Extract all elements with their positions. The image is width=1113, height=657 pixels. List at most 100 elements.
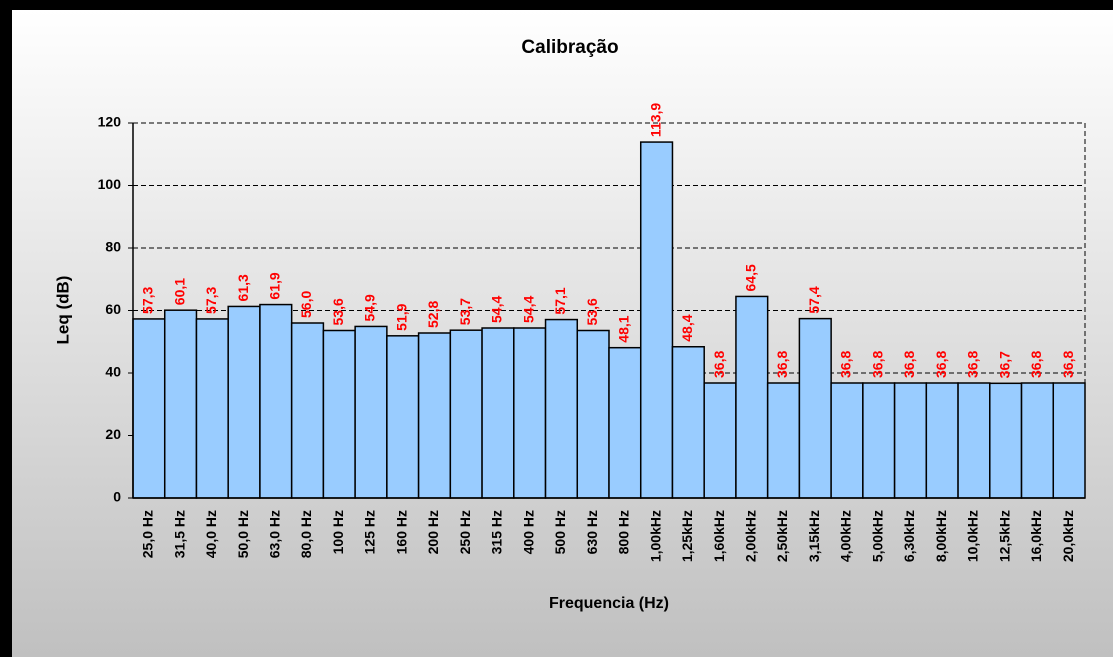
x-tick-label: 800 Hz — [616, 510, 632, 554]
data-label: 57,4 — [806, 286, 822, 313]
data-label: 64,5 — [743, 264, 759, 291]
y-axis-label: Leq (dB) — [53, 276, 72, 345]
data-label: 36,8 — [1060, 351, 1076, 378]
data-label: 36,8 — [965, 351, 981, 378]
bar — [195, 318, 229, 499]
data-label: 36,8 — [711, 351, 727, 378]
x-tick-label: 8,00kHz — [933, 510, 949, 562]
data-label: 61,3 — [235, 274, 251, 301]
data-label: 53,6 — [330, 298, 346, 325]
data-label: 48,1 — [616, 315, 632, 342]
data-label: 36,8 — [933, 351, 949, 378]
x-tick-label: 50,0 Hz — [235, 510, 251, 558]
data-label: 60,1 — [171, 278, 187, 305]
bar — [544, 318, 579, 499]
x-tick-label: 5,00kHz — [869, 510, 885, 562]
data-label: 57,3 — [203, 286, 219, 313]
bar — [671, 346, 705, 499]
y-tick-label: 80 — [105, 239, 121, 255]
bar — [576, 329, 610, 499]
data-label: 36,8 — [1028, 351, 1044, 378]
data-label: 113,9 — [647, 103, 663, 137]
bar — [417, 332, 452, 499]
data-label: 36,7 — [996, 351, 1012, 378]
bar — [227, 305, 261, 499]
data-label: 36,8 — [869, 351, 885, 378]
x-tick-label: 63,0 Hz — [267, 510, 283, 558]
data-label: 48,4 — [679, 314, 695, 341]
bar — [449, 329, 483, 499]
bar — [608, 346, 642, 499]
data-label: 36,8 — [838, 351, 854, 378]
y-tick-label: 0 — [113, 489, 121, 505]
bar — [798, 317, 832, 499]
bar — [862, 382, 896, 499]
x-tick-label: 10,0kHz — [965, 510, 981, 562]
x-tick-label: 125 Hz — [362, 510, 378, 554]
bar — [989, 382, 1023, 499]
x-axis-label: Frequencia (Hz) — [549, 595, 669, 612]
x-tick-label: 2,00kHz — [743, 510, 759, 562]
x-tick-label: 400 Hz — [520, 510, 536, 554]
bar — [132, 318, 166, 499]
bar — [957, 382, 991, 499]
x-tick-label: 100 Hz — [330, 510, 346, 554]
bar — [1052, 382, 1086, 499]
y-tick-label: 120 — [98, 114, 122, 130]
x-tick-label: 4,00kHz — [838, 510, 854, 562]
data-label: 54,4 — [520, 296, 536, 323]
data-label: 36,8 — [901, 351, 917, 378]
bar — [766, 382, 801, 499]
bar — [386, 335, 420, 499]
bar — [735, 295, 769, 499]
x-tick-label: 40,0 Hz — [203, 510, 219, 558]
data-label: 53,7 — [457, 298, 473, 325]
bar — [481, 327, 515, 499]
y-tick-label: 40 — [105, 364, 121, 380]
bar — [1020, 382, 1055, 499]
x-tick-label: 1,60kHz — [711, 510, 727, 562]
data-label: 53,6 — [584, 298, 600, 325]
x-tick-label: 20,0kHz — [1060, 510, 1076, 562]
x-tick-label: 500 Hz — [552, 510, 568, 554]
data-label: 57,1 — [552, 287, 568, 314]
bar — [290, 322, 325, 499]
x-tick-label: 25,0 Hz — [140, 510, 156, 558]
x-tick-label: 6,30kHz — [901, 510, 917, 562]
bar — [259, 303, 293, 499]
data-label: 51,9 — [393, 303, 409, 330]
bar — [830, 382, 864, 499]
data-label: 54,9 — [362, 294, 378, 321]
bar — [703, 382, 737, 499]
x-tick-label: 12,5kHz — [996, 510, 1012, 562]
data-label: 36,8 — [774, 351, 790, 378]
x-tick-label: 31,5 Hz — [171, 510, 187, 558]
x-tick-label: 80,0 Hz — [298, 510, 314, 558]
bar — [513, 327, 547, 499]
x-tick-label: 160 Hz — [393, 510, 409, 554]
chart-title: Calibração — [521, 37, 618, 58]
y-tick-label: 20 — [105, 426, 121, 442]
bar — [163, 309, 198, 499]
x-tick-label: 250 Hz — [457, 510, 473, 554]
data-label: 56,0 — [298, 291, 314, 318]
x-tick-label: 200 Hz — [425, 510, 441, 554]
data-label: 52,8 — [425, 301, 441, 328]
bar — [639, 141, 674, 499]
data-label: 61,9 — [267, 272, 283, 299]
x-tick-label: 1,25kHz — [679, 510, 695, 562]
bar — [893, 382, 928, 499]
bar — [925, 382, 959, 499]
x-tick-label: 16,0kHz — [1028, 510, 1044, 562]
data-label: 54,4 — [489, 296, 505, 323]
x-tick-label: 3,15kHz — [806, 510, 822, 562]
data-label: 57,3 — [140, 286, 156, 313]
x-tick-label: 1,00kHz — [647, 510, 663, 562]
y-tick-label: 100 — [98, 176, 122, 192]
y-tick-label: 60 — [105, 301, 121, 317]
x-tick-label: 315 Hz — [489, 510, 505, 554]
bar — [322, 329, 356, 499]
x-tick-label: 2,50kHz — [774, 510, 790, 562]
x-tick-label: 630 Hz — [584, 510, 600, 554]
